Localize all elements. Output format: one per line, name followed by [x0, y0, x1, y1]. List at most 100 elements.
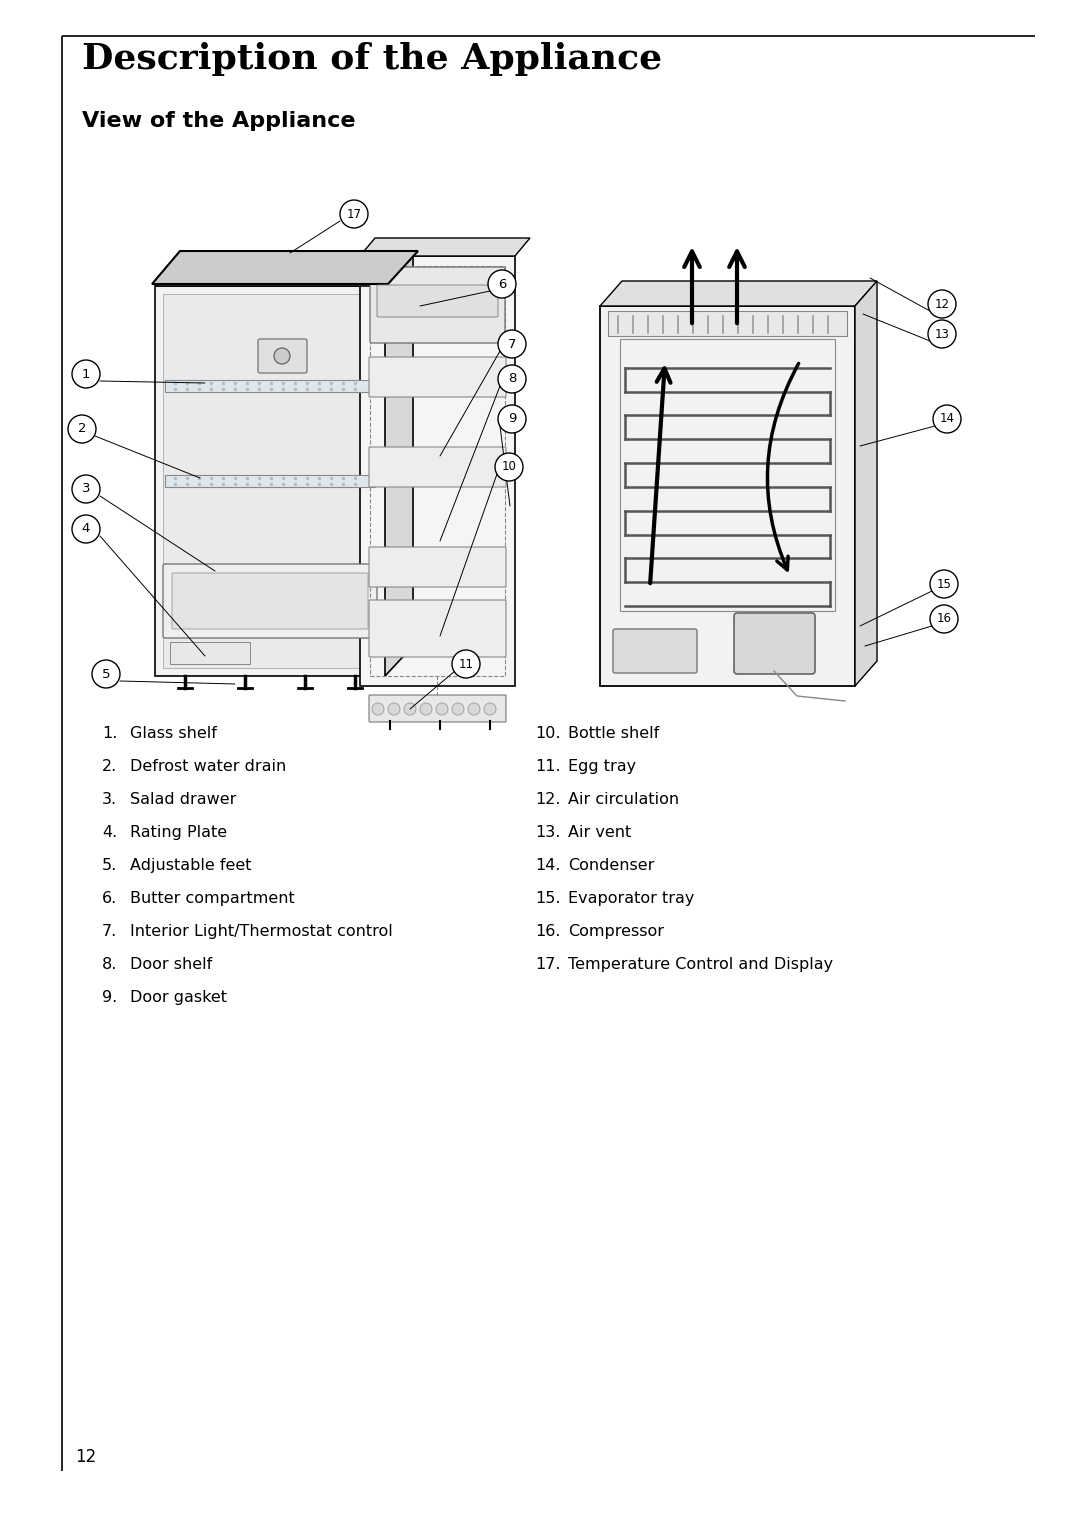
FancyBboxPatch shape — [165, 475, 375, 487]
FancyBboxPatch shape — [369, 447, 507, 487]
Polygon shape — [156, 285, 384, 676]
FancyBboxPatch shape — [613, 629, 697, 673]
FancyBboxPatch shape — [369, 357, 507, 397]
Text: 10: 10 — [501, 461, 516, 473]
Text: Door shelf: Door shelf — [130, 957, 213, 972]
FancyBboxPatch shape — [734, 613, 815, 674]
Text: 10.: 10. — [535, 726, 561, 742]
Circle shape — [340, 200, 368, 227]
Text: Rating Plate: Rating Plate — [130, 826, 227, 839]
Text: 1.: 1. — [102, 726, 118, 742]
Polygon shape — [360, 238, 530, 256]
FancyBboxPatch shape — [165, 380, 375, 392]
Text: View of the Appliance: View of the Appliance — [82, 111, 355, 131]
Text: 3.: 3. — [102, 792, 117, 807]
Text: 4.: 4. — [102, 826, 118, 839]
Text: 8.: 8. — [102, 957, 118, 972]
Text: 12: 12 — [934, 298, 949, 310]
FancyBboxPatch shape — [165, 571, 375, 581]
Text: Adjustable feet: Adjustable feet — [130, 858, 252, 873]
Circle shape — [488, 270, 516, 298]
Text: 4: 4 — [82, 522, 91, 536]
Text: Air circulation: Air circulation — [568, 792, 679, 807]
Circle shape — [404, 703, 416, 716]
FancyBboxPatch shape — [600, 307, 855, 687]
FancyBboxPatch shape — [172, 572, 368, 629]
Text: 16.: 16. — [535, 925, 561, 938]
Text: 8: 8 — [508, 372, 516, 386]
Circle shape — [92, 661, 120, 688]
Text: Compressor: Compressor — [568, 925, 664, 938]
FancyBboxPatch shape — [369, 600, 507, 658]
Polygon shape — [600, 281, 877, 307]
FancyBboxPatch shape — [360, 256, 515, 687]
Circle shape — [453, 650, 480, 678]
Text: 17.: 17. — [535, 957, 561, 972]
Text: 7: 7 — [508, 337, 516, 351]
Text: 1: 1 — [82, 368, 91, 380]
Text: 2: 2 — [78, 423, 86, 435]
Text: 2.: 2. — [102, 758, 118, 774]
Circle shape — [72, 514, 100, 543]
Circle shape — [928, 290, 956, 317]
Circle shape — [388, 703, 400, 716]
FancyBboxPatch shape — [370, 267, 505, 343]
Text: 9.: 9. — [102, 990, 118, 1006]
Circle shape — [498, 404, 526, 433]
Circle shape — [72, 475, 100, 504]
Text: 17: 17 — [347, 208, 362, 220]
Text: 7.: 7. — [102, 925, 118, 938]
Text: 9: 9 — [508, 412, 516, 426]
Polygon shape — [152, 250, 418, 284]
Text: Butter compartment: Butter compartment — [130, 891, 295, 906]
Polygon shape — [384, 256, 413, 676]
Text: 12.: 12. — [535, 792, 561, 807]
Text: Bottle shelf: Bottle shelf — [568, 726, 659, 742]
Text: Salad drawer: Salad drawer — [130, 792, 237, 807]
Text: Interior Light/Thermostat control: Interior Light/Thermostat control — [130, 925, 393, 938]
Text: Egg tray: Egg tray — [568, 758, 636, 774]
Text: Evaporator tray: Evaporator tray — [568, 891, 694, 906]
Circle shape — [495, 453, 523, 481]
Circle shape — [930, 571, 958, 598]
Circle shape — [436, 703, 448, 716]
Circle shape — [468, 703, 480, 716]
FancyBboxPatch shape — [163, 295, 377, 668]
Text: 3: 3 — [82, 482, 91, 496]
Polygon shape — [855, 281, 877, 687]
Circle shape — [930, 604, 958, 633]
Text: 13.: 13. — [535, 826, 561, 839]
Text: 11: 11 — [459, 658, 473, 670]
Text: Condenser: Condenser — [568, 858, 654, 873]
Text: 15.: 15. — [535, 891, 561, 906]
FancyBboxPatch shape — [258, 339, 307, 372]
Circle shape — [420, 703, 432, 716]
Circle shape — [274, 348, 291, 365]
FancyBboxPatch shape — [369, 546, 507, 588]
Text: 15: 15 — [936, 577, 951, 591]
Circle shape — [372, 703, 384, 716]
Text: Air vent: Air vent — [568, 826, 631, 839]
Circle shape — [928, 320, 956, 348]
Circle shape — [933, 404, 961, 433]
FancyBboxPatch shape — [163, 565, 377, 638]
Circle shape — [498, 330, 526, 359]
Text: 11.: 11. — [535, 758, 561, 774]
Text: 5: 5 — [102, 667, 110, 681]
Text: Defrost water drain: Defrost water drain — [130, 758, 286, 774]
FancyBboxPatch shape — [608, 311, 847, 336]
Text: 13: 13 — [934, 328, 949, 340]
Circle shape — [72, 360, 100, 388]
Text: 6: 6 — [498, 278, 507, 290]
Text: Door gasket: Door gasket — [130, 990, 227, 1006]
FancyBboxPatch shape — [369, 694, 507, 722]
FancyBboxPatch shape — [377, 285, 498, 317]
Text: 12: 12 — [75, 1448, 96, 1466]
Text: 14.: 14. — [535, 858, 561, 873]
Text: 6.: 6. — [102, 891, 118, 906]
Circle shape — [68, 415, 96, 443]
Circle shape — [484, 703, 496, 716]
Circle shape — [453, 703, 464, 716]
Text: Temperature Control and Display: Temperature Control and Display — [568, 957, 833, 972]
Circle shape — [498, 365, 526, 394]
